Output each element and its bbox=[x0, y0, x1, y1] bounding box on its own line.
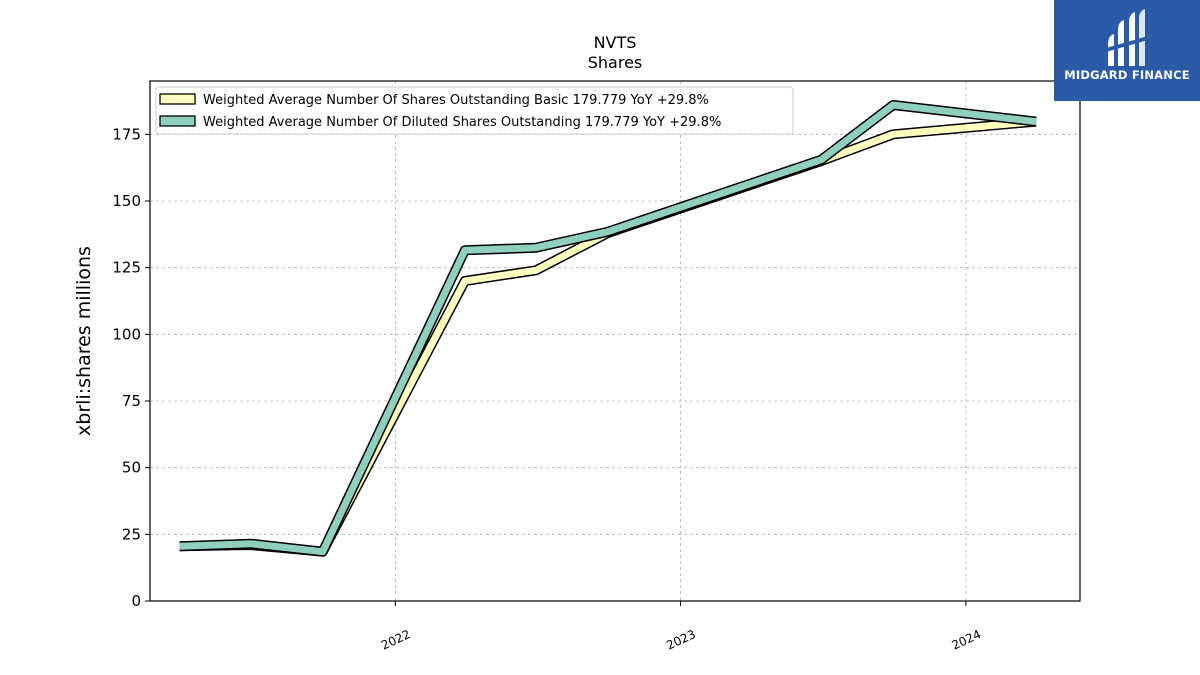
legend: Weighted Average Number Of Shares Outsta… bbox=[155, 86, 794, 135]
chart-subtitle: Shares bbox=[588, 53, 643, 72]
y-tick-label: 75 bbox=[122, 392, 141, 410]
x-axis-ticks: 2022 2023 2024 bbox=[379, 601, 983, 653]
series-outline-0 bbox=[179, 116, 1037, 557]
midgard-logo-icon bbox=[1106, 9, 1148, 66]
grid bbox=[150, 81, 1080, 601]
y-axis-label: xbrli:shares millions bbox=[73, 246, 95, 436]
legend-box bbox=[155, 86, 794, 135]
x-tick-label: 2022 bbox=[379, 627, 413, 653]
x-tick-label: 2024 bbox=[950, 627, 984, 653]
y-tick-label: 50 bbox=[122, 459, 141, 477]
y-axis-ticks: 0 25 50 75 100 125 150 175 bbox=[112, 125, 150, 610]
y-tick-label: 25 bbox=[122, 525, 141, 543]
logo: MIDGARD FINANCE bbox=[1054, 0, 1200, 101]
logo-text: MIDGARD FINANCE bbox=[1064, 68, 1190, 82]
legend-swatch-diluted bbox=[159, 115, 196, 127]
x-tick-label: 2023 bbox=[664, 627, 698, 653]
legend-swatch-basic bbox=[159, 93, 196, 105]
series-line-0 bbox=[179, 118, 1037, 556]
legend-label-basic: Weighted Average Number Of Shares Outsta… bbox=[203, 93, 709, 108]
series-outline-1 bbox=[179, 100, 1037, 557]
plot-frame bbox=[149, 80, 1081, 602]
y-tick-label: 0 bbox=[131, 592, 141, 610]
legend-label-diluted: Weighted Average Number Of Diluted Share… bbox=[203, 115, 721, 130]
y-tick-label: 100 bbox=[112, 325, 141, 343]
chart-title: NVTS bbox=[594, 33, 637, 52]
series-line-1 bbox=[179, 101, 1037, 556]
y-tick-label: 125 bbox=[112, 259, 141, 277]
y-tick-label: 175 bbox=[112, 125, 141, 143]
series-layer bbox=[179, 100, 1037, 557]
y-tick-label: 150 bbox=[112, 192, 141, 210]
